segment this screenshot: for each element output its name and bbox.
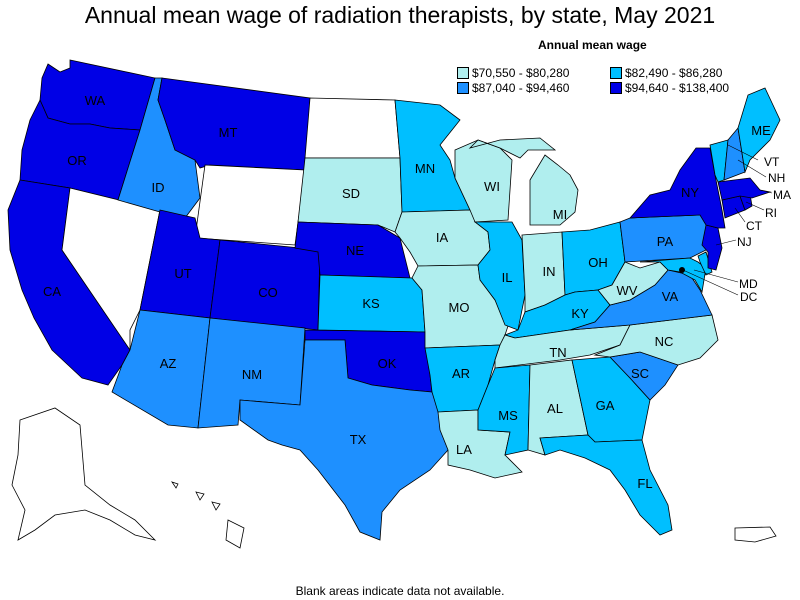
state-wy[interactable] [194,164,306,246]
label-ct: CT [746,219,763,233]
legend-item-bin-2: $87,040 - $94,460 [457,81,569,95]
label-ar: AR [452,366,470,381]
footnote: Blank areas indicate data not available. [295,584,505,598]
state-ak[interactable] [11,407,157,541]
label-nh: NH [768,171,785,185]
callout-line-md [693,269,739,283]
label-ny: NY [681,185,699,200]
label-dc: DC [740,290,758,304]
label-la: LA [456,442,472,457]
label-mi: MI [553,207,567,222]
legend-label: $82,490 - $86,280 [625,66,723,80]
label-sc: SC [631,366,649,381]
label-al: AL [547,401,563,416]
state-vt[interactable] [709,139,729,183]
label-wi: WI [484,179,500,194]
state-nc[interactable] [593,314,719,366]
legend-label: $70,550 - $80,280 [472,66,570,80]
label-tn: TN [549,345,566,360]
label-mn: MN [415,161,435,176]
label-il: IL [502,270,513,285]
legend-item-bin-3: $94,640 - $138,400 [610,81,729,95]
legend-title: Annual mean wage [538,38,647,52]
label-nm: NM [242,367,262,382]
label-ga: GA [596,398,615,413]
label-ma: MA [773,188,791,202]
label-sd: SD [342,186,360,201]
label-fl: FL [637,476,652,491]
legend-swatch [457,82,469,94]
callout-line-vt [727,144,759,161]
label-mo: MO [449,300,470,315]
state-nj[interactable] [701,224,723,271]
label-va: VA [662,289,679,304]
label-id: ID [152,180,165,195]
label-vt: VT [764,155,780,169]
label-wa: WA [85,93,106,108]
label-ms: MS [498,408,518,423]
legend-label: $87,040 - $94,460 [472,81,570,95]
label-ky: KY [571,306,589,321]
legend-item-bin-0: $70,550 - $80,280 [457,66,569,80]
state-fl[interactable] [539,434,673,536]
state-de[interactable] [697,251,713,276]
label-ne: NE [346,243,364,258]
map-title: Annual mean wage of radiation therapists… [84,2,716,28]
label-ut: UT [174,266,191,281]
callout-line-nh [737,159,767,178]
state-pr[interactable] [734,526,777,543]
callout-line-ri [745,201,765,211]
label-ri: RI [765,206,777,220]
legend-item-bin-1: $82,490 - $86,280 [610,66,722,80]
state-labels: WA OR CA ID MT UT CO AZ NM SD NE KS OK T… [43,93,791,491]
label-mt: MT [219,125,238,140]
state-nd[interactable] [304,97,401,159]
legend-swatch [610,67,622,79]
label-ks: KS [362,296,380,311]
label-tx: TX [350,432,367,447]
state-il[interactable] [473,221,526,331]
dc-marker [679,267,685,273]
label-co: CO [258,285,278,300]
label-me: ME [751,123,771,138]
label-ia: IA [436,230,449,245]
label-oh: OH [588,255,608,270]
state-ma[interactable] [717,177,772,201]
legend-swatch [457,67,469,79]
state-me[interactable] [737,87,781,174]
state-mi[interactable] [468,137,579,226]
label-md: MD [739,277,758,291]
label-nc: NC [655,334,674,349]
callout-line-nj [715,239,737,246]
label-az: AZ [160,356,177,371]
callout-line-ct [734,207,746,223]
callout-line-dc [682,269,739,296]
callout-line-ma [759,189,773,194]
label-or: OR [67,153,87,168]
state-ny[interactable] [629,147,726,229]
state-hi[interactable] [171,481,245,549]
legend-swatch [610,82,622,94]
label-ok: OK [378,356,397,371]
state-tx[interactable] [239,339,449,541]
state-md[interactable] [639,257,707,294]
legend-label: $94,640 - $138,400 [625,81,730,95]
label-wv: WV [617,283,638,298]
label-ca: CA [43,284,61,299]
label-nj: NJ [737,235,752,249]
label-pa: PA [657,234,674,249]
label-in: IN [543,264,556,279]
state-mn[interactable] [394,99,471,213]
